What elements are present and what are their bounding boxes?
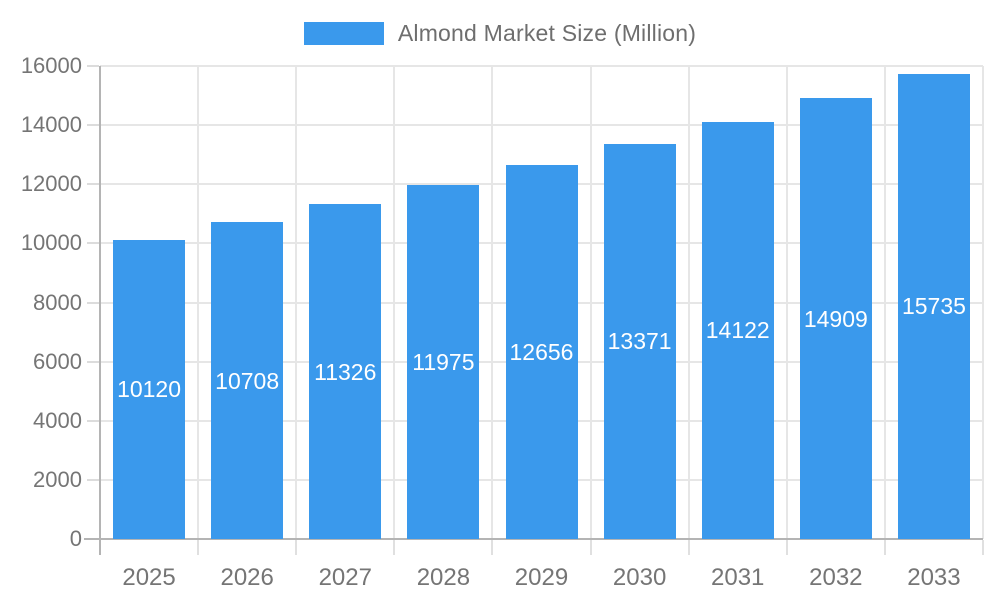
y-axis-label: 4000 xyxy=(33,407,82,433)
y-axis-line xyxy=(99,66,101,555)
x-axis-label: 2026 xyxy=(220,564,274,591)
x-axis-label: 2027 xyxy=(318,564,372,591)
y-axis-tick xyxy=(87,183,99,186)
x-axis-tick xyxy=(982,540,984,555)
bar-value-label: 14122 xyxy=(705,317,770,344)
x-axis-label: 2031 xyxy=(711,564,765,591)
x-axis-label: 2029 xyxy=(514,564,569,591)
gridline-vertical xyxy=(883,66,886,539)
bar-value-label: 14909 xyxy=(803,305,868,332)
y-axis-tick xyxy=(87,478,99,481)
x-axis-baseline xyxy=(84,538,983,540)
bar-value-label: 15735 xyxy=(901,293,966,320)
bar[interactable] xyxy=(799,98,872,539)
y-axis-tick xyxy=(87,419,99,422)
legend-label: Almond Market Size (Million) xyxy=(397,20,697,46)
x-axis-tick xyxy=(295,540,298,555)
bar-value-label: 11326 xyxy=(314,358,377,385)
bar[interactable] xyxy=(113,239,186,539)
x-axis-tick xyxy=(197,540,200,555)
legend-swatch-icon xyxy=(303,22,384,45)
bar-value-label: 11975 xyxy=(412,348,475,375)
gridline-vertical xyxy=(785,66,788,539)
y-axis-label: 12000 xyxy=(20,171,82,197)
gridline-vertical xyxy=(687,66,690,539)
bar[interactable] xyxy=(309,204,382,539)
y-axis-label: 10000 xyxy=(20,230,82,256)
y-axis-tick xyxy=(87,65,99,67)
gridline-horizontal xyxy=(100,124,983,127)
bar[interactable] xyxy=(603,143,676,539)
x-axis-label: 2025 xyxy=(122,564,176,591)
y-axis-label: 14000 xyxy=(20,112,82,138)
x-axis-tick xyxy=(785,540,788,555)
gridline-horizontal xyxy=(100,65,983,67)
plot-area: 0 2000 4000 6000 8000 10000 12000 14000 16000 101… xyxy=(21,53,984,591)
x-axis-label: 2033 xyxy=(907,564,961,591)
x-axis-tick xyxy=(687,540,690,555)
y-axis-tick xyxy=(87,242,99,245)
bar[interactable] xyxy=(407,185,480,539)
y-axis-tick xyxy=(87,124,99,127)
gridline-vertical xyxy=(589,66,592,539)
y-axis-label: 6000 xyxy=(33,348,82,374)
gridline-vertical xyxy=(197,66,200,539)
x-axis-tick xyxy=(393,540,396,555)
gridline-vertical xyxy=(982,66,984,539)
y-axis-label: 2000 xyxy=(33,466,82,492)
y-axis-label: 16000 xyxy=(20,53,82,78)
bar[interactable] xyxy=(505,164,578,539)
gridline-vertical xyxy=(295,66,298,539)
bar-value-label: 10708 xyxy=(215,367,280,394)
x-axis-label: 2030 xyxy=(612,564,667,591)
y-axis-tick xyxy=(87,301,99,304)
x-axis-tick xyxy=(883,540,886,555)
x-axis-tick xyxy=(491,540,494,555)
bar-value-label: 10120 xyxy=(117,376,182,403)
x-axis-label: 2028 xyxy=(416,564,471,591)
x-axis-tick xyxy=(589,540,592,555)
gridline-vertical xyxy=(393,66,396,539)
gridline-vertical xyxy=(491,66,494,539)
y-axis-label: 8000 xyxy=(33,289,82,315)
bar[interactable] xyxy=(211,222,284,539)
bar-value-label: 12656 xyxy=(509,338,574,365)
legend[interactable]: Almond Market Size (Million) xyxy=(0,20,1000,47)
bar[interactable] xyxy=(701,121,774,539)
bar[interactable] xyxy=(897,73,970,539)
bar-value-label: 13371 xyxy=(607,328,672,355)
x-axis-label: 2032 xyxy=(809,564,863,591)
y-axis-label: 0 xyxy=(69,526,82,551)
y-axis-tick xyxy=(87,360,99,363)
